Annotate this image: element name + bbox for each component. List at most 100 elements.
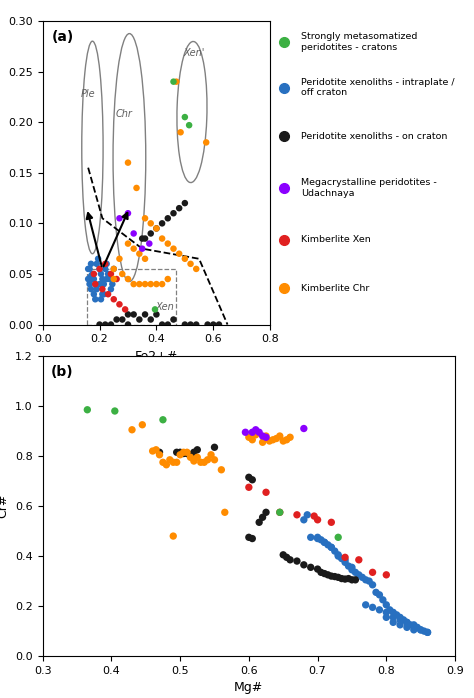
Point: [155, 450, 163, 461]
Point: [248, 426, 256, 438]
Point: [386, 604, 393, 616]
Point: [87, 270, 95, 281]
Point: [181, 253, 189, 265]
Point: [164, 319, 172, 330]
Point: [358, 572, 366, 583]
Point: [153, 309, 160, 320]
Point: [348, 574, 356, 586]
Point: [417, 624, 424, 635]
Point: [389, 607, 397, 618]
Text: Strongly metasomatized
peridotites - cratons: Strongly metasomatized peridotites - cra…: [301, 33, 418, 52]
Point: [286, 431, 294, 443]
Point: [300, 559, 308, 570]
Point: [104, 289, 112, 300]
Point: [96, 263, 103, 274]
Point: [283, 551, 291, 563]
Point: [180, 448, 187, 459]
Point: [338, 553, 346, 564]
Point: [103, 274, 110, 285]
Point: [324, 570, 332, 581]
Point: [197, 456, 205, 468]
Point: [262, 507, 270, 518]
Point: [255, 426, 263, 438]
Point: [170, 76, 177, 87]
Point: [283, 434, 291, 445]
Point: [138, 233, 146, 244]
Point: [151, 304, 159, 315]
Point: [202, 137, 210, 148]
Point: [314, 533, 321, 544]
Point: [170, 314, 177, 325]
Point: [389, 611, 397, 623]
Point: [396, 619, 404, 630]
Point: [269, 434, 277, 445]
Point: [201, 456, 208, 468]
Point: [93, 258, 100, 269]
Point: [97, 269, 105, 280]
Point: [190, 456, 198, 467]
Point: [181, 198, 189, 209]
Point: [252, 429, 260, 440]
Point: [317, 567, 325, 578]
Point: [424, 627, 431, 638]
Point: [124, 208, 132, 219]
Point: [245, 431, 253, 443]
Point: [149, 445, 156, 456]
Point: [383, 607, 390, 618]
Point: [116, 299, 123, 310]
Point: [393, 609, 401, 621]
Point: [334, 551, 342, 562]
Point: [221, 507, 228, 518]
Point: [147, 228, 155, 239]
Point: [158, 233, 166, 244]
Point: [99, 289, 106, 300]
Point: [383, 611, 390, 623]
Point: [252, 424, 260, 436]
Point: [164, 274, 172, 285]
Point: [204, 319, 211, 330]
Point: [159, 414, 167, 425]
Point: [400, 614, 407, 625]
Point: [93, 283, 100, 295]
Point: [100, 289, 108, 300]
Point: [403, 622, 410, 633]
Point: [369, 602, 376, 613]
Text: Megacrystalline peridotites -
Udachnaya: Megacrystalline peridotites - Udachnaya: [301, 178, 437, 198]
Text: Peridotite xenoliths - intraplate /
off craton: Peridotite xenoliths - intraplate / off …: [301, 78, 455, 98]
Point: [293, 556, 301, 567]
Point: [86, 279, 93, 290]
Point: [87, 258, 95, 269]
Point: [324, 540, 332, 551]
Point: [101, 319, 109, 330]
Point: [163, 459, 170, 470]
Point: [410, 624, 418, 635]
Point: [110, 263, 118, 274]
Point: [262, 487, 270, 498]
Point: [417, 624, 424, 635]
Point: [181, 319, 189, 330]
Point: [124, 274, 132, 285]
Point: [259, 512, 266, 523]
Point: [303, 510, 311, 521]
Point: [133, 182, 140, 193]
Point: [403, 617, 410, 628]
Point: [124, 309, 132, 320]
Point: [410, 619, 418, 630]
Point: [352, 567, 359, 578]
Point: [273, 433, 280, 444]
Point: [101, 258, 109, 269]
Point: [255, 517, 263, 528]
Point: [124, 319, 132, 330]
Point: [331, 546, 338, 557]
Point: [352, 574, 359, 586]
Point: [141, 253, 149, 265]
Point: [87, 283, 95, 295]
Point: [124, 157, 132, 168]
X-axis label: Mg#: Mg#: [234, 681, 264, 695]
Point: [317, 534, 325, 545]
Point: [328, 517, 335, 528]
Point: [210, 454, 218, 466]
Point: [320, 537, 328, 548]
Point: [403, 617, 410, 628]
Point: [369, 579, 376, 591]
